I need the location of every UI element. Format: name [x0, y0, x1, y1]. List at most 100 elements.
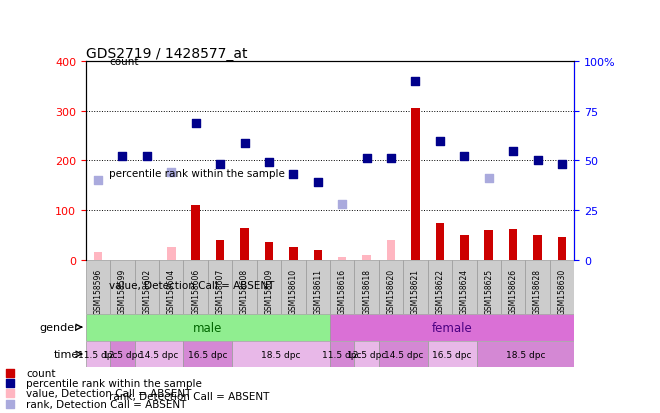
Bar — [436, 223, 444, 260]
FancyBboxPatch shape — [403, 260, 428, 314]
Point — [190, 120, 201, 127]
Text: GSM158608: GSM158608 — [240, 268, 249, 314]
Text: GSM158625: GSM158625 — [484, 268, 493, 314]
Text: male: male — [193, 321, 222, 334]
FancyBboxPatch shape — [86, 314, 330, 341]
Bar — [484, 230, 493, 260]
FancyBboxPatch shape — [183, 260, 208, 314]
Point — [434, 138, 445, 145]
Text: GSM158630: GSM158630 — [558, 268, 566, 314]
Bar — [387, 240, 395, 260]
Text: GSM158616: GSM158616 — [338, 268, 346, 314]
FancyBboxPatch shape — [306, 260, 330, 314]
Point — [483, 176, 494, 182]
Point — [557, 162, 568, 169]
Point — [533, 158, 543, 164]
Text: 11.5 dpc: 11.5 dpc — [79, 350, 117, 358]
FancyBboxPatch shape — [159, 260, 183, 314]
Point — [459, 154, 470, 160]
FancyBboxPatch shape — [354, 260, 379, 314]
Text: 18.5 dpc: 18.5 dpc — [506, 350, 545, 358]
FancyBboxPatch shape — [330, 314, 574, 341]
Text: rank, Detection Call = ABSENT: rank, Detection Call = ABSENT — [26, 399, 187, 409]
Text: GSM158622: GSM158622 — [436, 268, 444, 314]
FancyBboxPatch shape — [135, 341, 183, 368]
Point — [5, 369, 15, 376]
FancyBboxPatch shape — [379, 341, 428, 368]
FancyBboxPatch shape — [354, 341, 379, 368]
FancyBboxPatch shape — [110, 260, 135, 314]
Point — [288, 172, 298, 178]
Bar — [411, 109, 420, 260]
Text: 11.5 dpc: 11.5 dpc — [323, 350, 362, 358]
Bar — [191, 206, 200, 260]
FancyBboxPatch shape — [501, 260, 525, 314]
FancyBboxPatch shape — [477, 260, 501, 314]
FancyBboxPatch shape — [477, 341, 574, 368]
Text: GDS2719 / 1428577_at: GDS2719 / 1428577_at — [86, 47, 248, 61]
FancyBboxPatch shape — [281, 260, 306, 314]
Text: GSM158596: GSM158596 — [94, 268, 102, 314]
FancyBboxPatch shape — [86, 341, 110, 368]
Point — [239, 140, 249, 147]
Text: 16.5 dpc: 16.5 dpc — [188, 350, 228, 358]
FancyBboxPatch shape — [452, 260, 477, 314]
Text: GSM158610: GSM158610 — [289, 268, 298, 314]
Text: count: count — [26, 368, 56, 378]
Point — [411, 78, 421, 85]
FancyBboxPatch shape — [135, 260, 159, 314]
Text: time: time — [54, 349, 79, 359]
Text: GSM158628: GSM158628 — [533, 268, 542, 314]
FancyBboxPatch shape — [257, 260, 281, 314]
Point — [5, 401, 15, 407]
Text: GSM158599: GSM158599 — [118, 268, 127, 314]
Text: rank, Detection Call = ABSENT: rank, Detection Call = ABSENT — [109, 392, 269, 401]
Bar — [216, 240, 224, 260]
Point — [141, 154, 152, 160]
Text: GSM158626: GSM158626 — [509, 268, 517, 314]
FancyBboxPatch shape — [232, 260, 257, 314]
Text: percentile rank within the sample: percentile rank within the sample — [26, 378, 202, 388]
Text: 16.5 dpc: 16.5 dpc — [432, 350, 472, 358]
FancyBboxPatch shape — [428, 260, 452, 314]
Point — [117, 154, 128, 160]
FancyBboxPatch shape — [208, 260, 232, 314]
Text: GSM158609: GSM158609 — [265, 268, 273, 314]
Bar — [240, 228, 249, 260]
FancyBboxPatch shape — [428, 341, 477, 368]
Text: percentile rank within the sample: percentile rank within the sample — [109, 169, 284, 178]
Bar — [314, 250, 322, 260]
Text: value, Detection Call = ABSENT: value, Detection Call = ABSENT — [26, 388, 192, 399]
Bar — [362, 255, 371, 260]
Text: 14.5 dpc: 14.5 dpc — [383, 350, 423, 358]
Text: count: count — [109, 57, 139, 67]
FancyBboxPatch shape — [525, 260, 550, 314]
Text: 14.5 dpc: 14.5 dpc — [139, 350, 179, 358]
Bar — [338, 258, 346, 260]
FancyBboxPatch shape — [232, 341, 330, 368]
Bar — [558, 238, 566, 260]
Point — [362, 156, 372, 162]
Bar — [460, 235, 469, 260]
Text: 18.5 dpc: 18.5 dpc — [261, 350, 301, 358]
Text: GSM158624: GSM158624 — [460, 268, 469, 314]
FancyBboxPatch shape — [330, 341, 354, 368]
Text: GSM158606: GSM158606 — [191, 268, 200, 314]
Text: GSM158621: GSM158621 — [411, 268, 420, 314]
Bar — [509, 230, 517, 260]
FancyBboxPatch shape — [379, 260, 403, 314]
Text: GSM158607: GSM158607 — [216, 268, 224, 314]
Text: GSM158604: GSM158604 — [167, 268, 176, 314]
Bar — [289, 248, 298, 260]
Point — [337, 202, 348, 208]
Text: gender: gender — [40, 322, 79, 332]
FancyBboxPatch shape — [110, 341, 135, 368]
Point — [263, 160, 275, 166]
Text: GSM158620: GSM158620 — [387, 268, 395, 314]
Bar — [167, 248, 176, 260]
Text: GSM158611: GSM158611 — [314, 268, 322, 314]
Bar — [533, 235, 542, 260]
Text: 12.5 dpc: 12.5 dpc — [103, 350, 142, 358]
Text: female: female — [432, 321, 473, 334]
Text: GSM158618: GSM158618 — [362, 268, 371, 314]
